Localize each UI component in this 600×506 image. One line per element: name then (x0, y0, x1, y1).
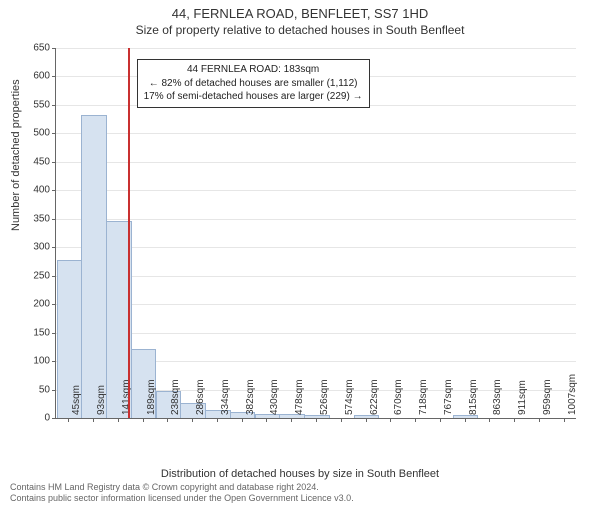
x-tick (489, 418, 490, 422)
chart-title-main: 44, FERNLEA ROAD, BENFLEET, SS7 1HD (0, 6, 600, 21)
y-tick-label: 500 (20, 128, 50, 139)
y-tick (52, 418, 56, 419)
x-tick (68, 418, 69, 422)
x-tick-label: 622sqm (369, 379, 380, 415)
y-tick-label: 50 (20, 384, 50, 395)
y-tick-label: 300 (20, 242, 50, 253)
grid-line (56, 219, 576, 220)
x-tick (440, 418, 441, 422)
x-tick-label: 574sqm (344, 379, 355, 415)
annotation-box: 44 FERNLEA ROAD: 183sqm← 82% of detached… (137, 59, 370, 108)
y-tick-label: 350 (20, 213, 50, 224)
chart-title-sub: Size of property relative to detached ho… (0, 23, 600, 37)
y-tick-label: 150 (20, 327, 50, 338)
footer-line-2: Contains public sector information licen… (10, 493, 354, 504)
x-tick (192, 418, 193, 422)
grid-line (56, 190, 576, 191)
y-tick (52, 276, 56, 277)
grid-line (56, 162, 576, 163)
annotation-line: 17% of semi-detached houses are larger (… (144, 90, 363, 104)
x-tick (118, 418, 119, 422)
x-tick-label: 959sqm (542, 379, 553, 415)
x-tick-label: 670sqm (393, 379, 404, 415)
x-tick (93, 418, 94, 422)
x-tick (167, 418, 168, 422)
grid-line (56, 304, 576, 305)
x-tick (465, 418, 466, 422)
x-tick-label: 911sqm (517, 380, 528, 415)
y-tick-label: 250 (20, 270, 50, 281)
x-tick (316, 418, 317, 422)
x-tick (514, 418, 515, 422)
grid-line (56, 133, 576, 134)
x-tick (341, 418, 342, 422)
x-tick-label: 767sqm (443, 379, 454, 415)
x-tick-label: 815sqm (468, 379, 479, 415)
x-tick (415, 418, 416, 422)
annotation-line: ← 82% of detached houses are smaller (1,… (144, 77, 363, 91)
y-tick (52, 76, 56, 77)
x-tick (390, 418, 391, 422)
x-tick (291, 418, 292, 422)
y-tick (52, 390, 56, 391)
y-tick-label: 200 (20, 299, 50, 310)
annotation-line: 44 FERNLEA ROAD: 183sqm (144, 63, 363, 77)
x-axis-title: Distribution of detached houses by size … (0, 468, 600, 480)
footer-attribution: Contains HM Land Registry data © Crown c… (10, 482, 354, 504)
y-tick (52, 190, 56, 191)
x-tick (217, 418, 218, 422)
y-tick-label: 600 (20, 71, 50, 82)
y-tick-label: 400 (20, 185, 50, 196)
y-tick-label: 100 (20, 356, 50, 367)
x-tick-label: 334sqm (220, 379, 231, 415)
y-tick (52, 361, 56, 362)
x-tick (564, 418, 565, 422)
y-tick-label: 450 (20, 156, 50, 167)
y-tick (52, 219, 56, 220)
grid-line (56, 48, 576, 49)
y-tick (52, 304, 56, 305)
footer-line-1: Contains HM Land Registry data © Crown c… (10, 482, 354, 493)
grid-line (56, 247, 576, 248)
x-tick (242, 418, 243, 422)
y-tick (52, 48, 56, 49)
grid-line (56, 276, 576, 277)
y-tick-label: 650 (20, 43, 50, 54)
x-tick (266, 418, 267, 422)
x-tick-label: 382sqm (245, 379, 256, 415)
y-tick (52, 333, 56, 334)
y-tick-label: 0 (20, 413, 50, 424)
y-axis-title: Number of detached properties (10, 79, 22, 231)
x-tick-label: 1007sqm (567, 374, 578, 415)
plot-area: 0501001502002503003504004505005506006504… (55, 48, 576, 419)
y-tick (52, 105, 56, 106)
x-tick (143, 418, 144, 422)
x-tick-label: 863sqm (492, 379, 503, 415)
y-tick (52, 162, 56, 163)
y-tick (52, 247, 56, 248)
histogram-bar (81, 115, 107, 418)
x-tick-label: 718sqm (418, 379, 429, 415)
x-tick (539, 418, 540, 422)
y-tick (52, 133, 56, 134)
x-tick-label: 526sqm (319, 379, 330, 415)
x-tick (366, 418, 367, 422)
chart-area: 0501001502002503003504004505005506006504… (55, 48, 575, 418)
x-tick-label: 478sqm (294, 379, 305, 415)
property-marker-line (128, 48, 130, 418)
y-tick-label: 550 (20, 99, 50, 110)
grid-line (56, 333, 576, 334)
x-tick-label: 430sqm (269, 379, 280, 415)
